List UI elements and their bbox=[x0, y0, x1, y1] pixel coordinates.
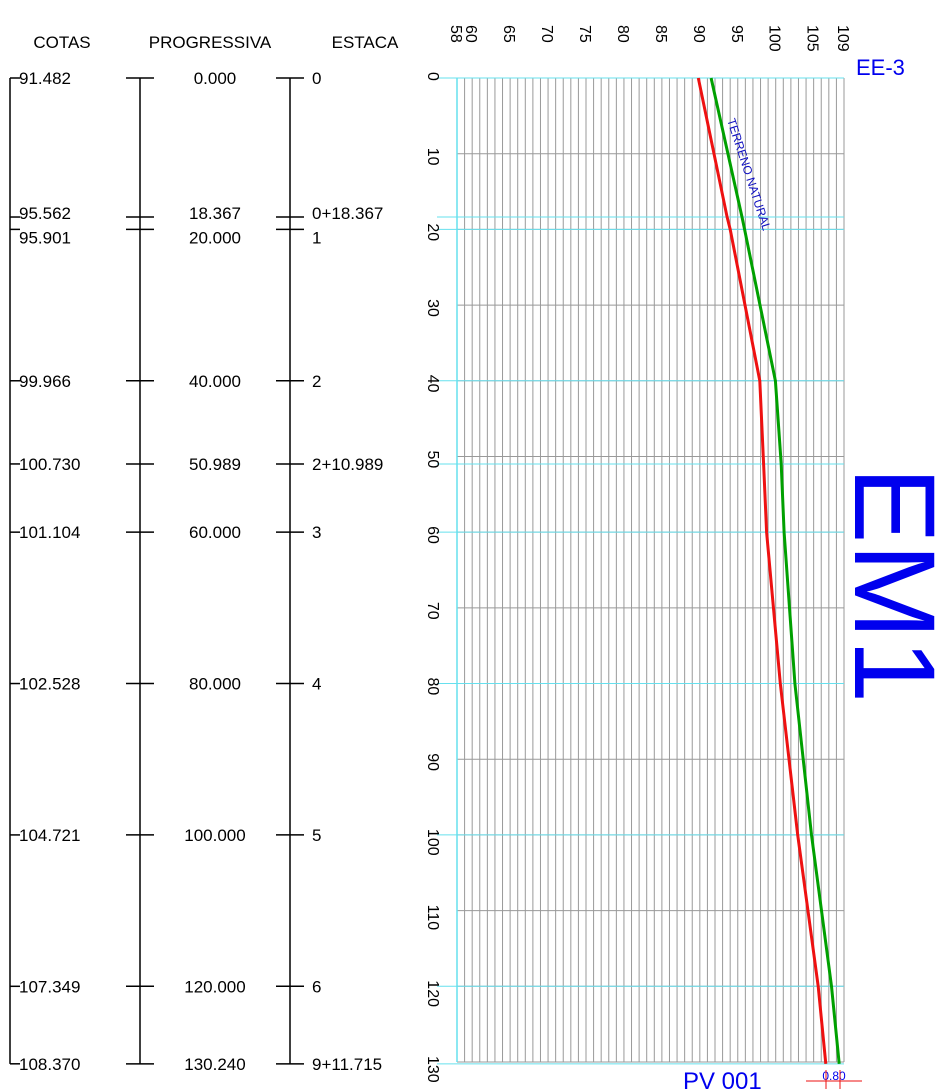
progressiva-label: 0.000 bbox=[194, 69, 237, 88]
progressiva-column: 0.000 18.367 20.000 40.000 50.989 60.000 80.00… bbox=[126, 69, 246, 1074]
progressiva-label: 120.000 bbox=[184, 977, 245, 996]
distance-tick-label: 30 bbox=[424, 299, 441, 317]
estaca-label: 2 bbox=[312, 372, 321, 391]
cota-label: 99.966 bbox=[19, 372, 71, 391]
distance-tick-label: 70 bbox=[424, 602, 441, 620]
progressiva-label: 130.240 bbox=[184, 1055, 245, 1074]
estaca-label: 2+10.989 bbox=[312, 455, 383, 474]
elevation-tick-label: 100 bbox=[766, 25, 783, 52]
elevation-tick-label: 85 bbox=[652, 25, 669, 43]
distance-tick-label: 100 bbox=[424, 829, 441, 856]
header-cotas: COTAS bbox=[33, 33, 90, 52]
progressiva-label: 60.000 bbox=[189, 523, 241, 542]
progressiva-label: 18.367 bbox=[189, 204, 241, 223]
elevation-tick-label: 58 bbox=[447, 25, 464, 43]
progressiva-label: 20.000 bbox=[189, 228, 241, 247]
cota-label: 100.730 bbox=[19, 455, 80, 474]
series-line bbox=[709, 77, 841, 1064]
distance-tick-label: 120 bbox=[424, 980, 441, 1007]
header-progressiva: PROGRESSIVA bbox=[149, 33, 272, 52]
header-estaca: ESTACA bbox=[332, 33, 399, 52]
cota-label: 95.901 bbox=[19, 228, 71, 247]
estaca-label: 0+18.367 bbox=[312, 204, 383, 223]
cota-label: 101.104 bbox=[19, 523, 80, 542]
distance-tick-label: 50 bbox=[424, 450, 441, 468]
elevation-tick-label: 60 bbox=[462, 25, 479, 43]
cotas-column: 91.482 95.562 95.901 99.966 100.730 101.104 10… bbox=[9, 69, 80, 1074]
distance-tick-labels: 0 10 20 30 40 50 60 70 80 90 100 110 120 130 bbox=[424, 72, 441, 1083]
cota-label: 91.482 bbox=[19, 69, 71, 88]
ee3-label: EE-3 bbox=[856, 55, 905, 80]
distance-tick-label: 10 bbox=[424, 148, 441, 166]
elevation-tick-label: 65 bbox=[500, 25, 517, 43]
estaca-label: 1 bbox=[312, 228, 321, 247]
distance-tick-label: 20 bbox=[424, 223, 441, 241]
estaca-label: 4 bbox=[312, 675, 321, 694]
elevation-tick-label: 109 bbox=[834, 25, 851, 52]
elevation-tick-label: 90 bbox=[690, 25, 707, 43]
progressiva-label: 100.000 bbox=[184, 826, 245, 845]
estaca-label: 0 bbox=[312, 69, 321, 88]
elevation-tick-label: 105 bbox=[804, 25, 821, 52]
cota-label: 104.721 bbox=[19, 826, 80, 845]
distance-tick-label: 90 bbox=[424, 753, 441, 771]
distance-tick-label: 130 bbox=[424, 1056, 441, 1083]
profile-series bbox=[696, 77, 841, 1064]
em1-label: EM1 bbox=[830, 467, 949, 703]
pv-label: PV 001 bbox=[683, 1068, 762, 1089]
cota-label: 95.562 bbox=[19, 204, 71, 223]
elevation-tick-label: 70 bbox=[538, 25, 555, 43]
elevation-tick-label: 95 bbox=[728, 25, 745, 43]
pv-marker bbox=[806, 1070, 862, 1089]
cota-label: 107.349 bbox=[19, 977, 80, 996]
progressiva-label: 80.000 bbox=[189, 675, 241, 694]
cota-label: 102.528 bbox=[19, 675, 80, 694]
progressiva-label: 50.989 bbox=[189, 455, 241, 474]
distance-tick-label: 80 bbox=[424, 678, 441, 696]
elevation-tick-label: 80 bbox=[614, 25, 631, 43]
estaca-label: 9+11.715 bbox=[312, 1055, 382, 1074]
progressiva-label: 40.000 bbox=[189, 372, 241, 391]
distance-tick-label: 0 bbox=[424, 72, 441, 81]
profile-grid bbox=[437, 77, 845, 1065]
estaca-label: 5 bbox=[312, 826, 321, 845]
estaca-label: 3 bbox=[312, 523, 321, 542]
distance-tick-label: 40 bbox=[424, 375, 441, 393]
series-line bbox=[696, 77, 828, 1064]
estaca-column: 0 0+18.367 1 2 2+10.989 3 4 5 6 9+11.715 bbox=[276, 69, 383, 1074]
cota-label: 108.370 bbox=[19, 1055, 80, 1074]
distance-tick-label: 110 bbox=[424, 905, 441, 931]
distance-tick-label: 60 bbox=[424, 526, 441, 544]
elevation-tick-label: 75 bbox=[576, 25, 593, 43]
estaca-label: 6 bbox=[312, 977, 321, 996]
